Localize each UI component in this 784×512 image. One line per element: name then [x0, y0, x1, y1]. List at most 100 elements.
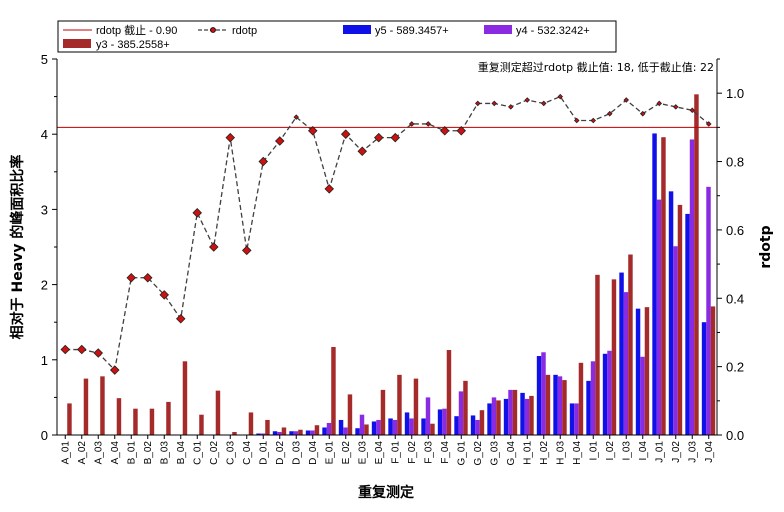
x-tick-label-G_01: G_01	[456, 441, 467, 466]
bar-y5-G_01	[454, 416, 459, 435]
bar-y4-H_02	[541, 352, 546, 435]
y-right-tick-label: 0.0	[726, 428, 744, 443]
legend-y4-label: y4 - 532.3242+	[516, 25, 590, 37]
rdotp-point-E_01	[324, 184, 335, 194]
bar-y5-J_02	[668, 191, 674, 435]
bar-y3-A_02	[83, 378, 89, 435]
rdotp-point-H_02	[540, 100, 547, 107]
rdotp-point-A_03	[93, 348, 104, 358]
bar-y5-I_04	[635, 308, 641, 435]
bar-y4-F_04	[442, 408, 447, 435]
rdotp-point-I_02	[606, 110, 613, 117]
rdotp-point-E_02	[340, 129, 351, 139]
bar-y4-I_04	[640, 356, 645, 435]
bar-y3-I_04	[644, 307, 650, 435]
rdotp-point-B_02	[142, 272, 153, 283]
bar-y3-C_02	[215, 390, 221, 435]
y-right-tick-label: 0.8	[726, 155, 744, 170]
x-tick-label-E_03: E_03	[357, 441, 368, 465]
rdotp-point-C_02	[208, 242, 219, 252]
rdotp-line	[65, 95, 710, 372]
x-tick-label-E_02: E_02	[341, 441, 352, 465]
bar-y4-F_02	[409, 418, 414, 435]
bar-y5-I_02	[602, 353, 608, 435]
x-tick-label-I_04: I_04	[638, 441, 649, 461]
bar-y3-I_02	[611, 279, 617, 435]
bar-y4-G_03	[491, 397, 497, 435]
bar-y3-B_01	[133, 408, 138, 435]
rdotp-point-E_03	[357, 146, 368, 157]
rdotp-point-B_04	[175, 314, 186, 324]
rdotp-point-I_04	[639, 110, 646, 117]
rdotp-point-G_02	[474, 100, 481, 107]
bar-y4-G_01	[458, 391, 464, 435]
y-right-tick-label: 0.4	[726, 291, 744, 306]
bar-y3-E_02	[347, 394, 353, 435]
x-tick-label-C_02: C_02	[209, 441, 220, 465]
x-tick-label-D_03: D_03	[291, 441, 302, 465]
plot-area: 0 1 2 3 4 5 0.0 0.2 0.4 0.6 0.8 1.0 A_01 A_02 A_03 A_04…	[41, 52, 744, 465]
rdotp-point-B_03	[159, 290, 170, 300]
bar-y4-G_02	[475, 419, 480, 435]
rdotp-point-A_01	[60, 344, 71, 355]
rdotp-point-I_01	[590, 117, 597, 124]
bar-y3-F_01	[397, 374, 402, 435]
bar-y5-G_02	[470, 415, 476, 435]
bar-y4-E_02	[343, 427, 348, 435]
bar-y3-D_02	[281, 427, 287, 435]
x-tick-label-A_01: A_01	[60, 441, 71, 465]
bar-y4-H_01	[524, 398, 530, 435]
bar-y3-B_03	[166, 401, 171, 435]
bar-y3-I_03	[628, 254, 633, 435]
bar-y5-D_04	[305, 430, 311, 435]
y-left-tick-label: 0	[41, 428, 48, 443]
x-tick-label-A_03: A_03	[93, 441, 104, 465]
rdotp-point-J_02	[672, 104, 679, 110]
bar-y4-D_03	[293, 431, 299, 435]
bar-y5-E_03	[355, 428, 360, 435]
bar-y5-D_02	[272, 431, 278, 435]
bar-y4-E_03	[359, 414, 365, 435]
x-tick-label-H_02: H_02	[539, 441, 550, 465]
y-right-tick-label: 0.6	[726, 223, 744, 238]
rdotp-point-A_04	[109, 365, 120, 375]
y-left-tick-label: 1	[41, 353, 48, 368]
x-tick-label-B_01: B_01	[126, 441, 137, 465]
bar-y4-I_01	[590, 361, 596, 435]
y-left-tick-label: 5	[41, 52, 48, 67]
rdotp-point-A_02	[76, 344, 87, 355]
rdotp-point-H_03	[557, 93, 564, 100]
bar-y4-J_04	[706, 186, 711, 435]
bar-y5-F_01	[388, 418, 393, 435]
bar-y3-I_01	[595, 274, 600, 435]
rdotp-point-F_01	[390, 132, 401, 143]
bar-y5-G_03	[487, 403, 492, 435]
bar-y5-J_01	[652, 133, 657, 435]
x-tick-label-H_04: H_04	[572, 441, 583, 465]
rdotp-point-E_04	[373, 132, 384, 143]
y-left-tick-label: 3	[41, 202, 48, 217]
bar-y4-G_04	[508, 389, 513, 435]
x-tick-label-A_02: A_02	[77, 441, 88, 465]
rdotp-point-B_01	[126, 272, 137, 283]
bar-y4-F_01	[392, 419, 398, 435]
bar-y3-F_03	[430, 423, 435, 435]
bar-y3-A_01	[67, 403, 72, 435]
bar-y5-H_04	[569, 403, 575, 435]
rdotp-point-F_04	[439, 126, 450, 136]
rdotp-point-I_03	[623, 97, 630, 103]
rdotp-point-D_02	[274, 136, 285, 146]
rdotp-point-C_01	[192, 208, 203, 218]
annotation: 重复测定超过rdotp 截止值: 18, 低于截止值: 22	[478, 60, 714, 74]
bar-y4-I_03	[623, 292, 629, 435]
x-tick-label-I_01: I_01	[588, 441, 599, 461]
bar-y3-F_02	[413, 378, 419, 435]
rdotp-point-F_02	[408, 121, 415, 127]
bar-y3-C_04	[248, 412, 254, 435]
bar-y5-H_01	[520, 392, 525, 435]
rdotp-point-F_03	[425, 121, 432, 127]
bar-y4-D_01	[260, 433, 266, 435]
x-tick-label-G_04: G_04	[506, 441, 517, 466]
bar-y3-G_01	[463, 380, 468, 435]
